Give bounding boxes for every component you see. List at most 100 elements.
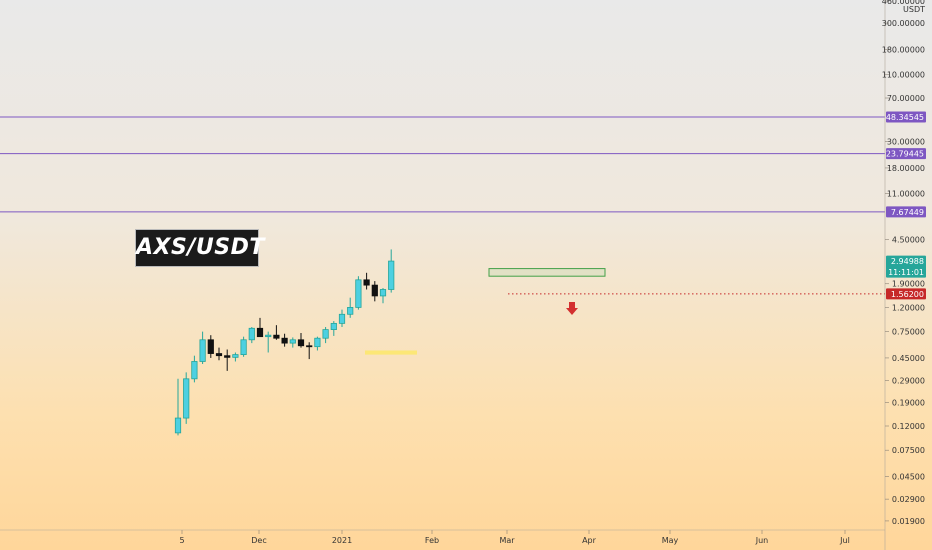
candle-body-up	[265, 334, 272, 338]
time-tick-label: Jun	[755, 536, 769, 545]
price-tick-label: 1.90000	[892, 280, 925, 289]
candle-countdown-label: 11:11:01	[888, 268, 924, 277]
candle[interactable]	[224, 349, 231, 371]
candles-layer	[174, 249, 395, 436]
candle-body-up	[191, 361, 198, 380]
candle-body-down	[281, 337, 288, 344]
candle[interactable]	[191, 355, 198, 383]
candle[interactable]	[174, 378, 182, 436]
candle[interactable]	[297, 333, 305, 348]
price-tick-label: 70.00000	[887, 94, 925, 103]
candle[interactable]	[314, 336, 321, 351]
arrow-layer	[566, 302, 578, 315]
candle-body-down	[306, 345, 313, 348]
candle[interactable]	[388, 249, 395, 293]
candle-body-up	[379, 289, 387, 297]
level-price-label: 48.34545	[886, 113, 924, 122]
candle[interactable]	[379, 287, 387, 304]
level-price-badge	[886, 111, 926, 123]
price-tick-label: 180.00000	[882, 45, 925, 54]
candle-body-up	[183, 378, 190, 419]
level-price-label: 23.79445	[886, 150, 924, 159]
candle[interactable]	[338, 309, 346, 328]
time-axis[interactable]: 5 Dec 2021 Feb Mar Apr May Jun Jul	[0, 529, 885, 545]
price-tick-label: 0.29000	[892, 377, 925, 386]
price-tick-label: 4.50000	[892, 235, 925, 244]
level-price-label: 7.67449	[891, 208, 924, 217]
price-tick-label: 0.01900	[892, 517, 925, 526]
candle[interactable]	[232, 352, 239, 362]
time-tick-label: Apr	[582, 536, 597, 545]
chart-title: AXS/USDT	[135, 229, 264, 267]
candle[interactable]	[248, 327, 255, 344]
level-price-badge	[886, 206, 926, 218]
time-tick-label: May	[662, 536, 679, 545]
candle-body-down	[207, 339, 214, 354]
candle-body-up	[322, 329, 329, 339]
current-price-label: 2.94988	[891, 257, 924, 266]
candle-body-down	[273, 334, 280, 339]
candle-body-up	[232, 354, 239, 358]
candle-body-up	[355, 279, 362, 308]
candle-body-up	[338, 313, 346, 324]
candle-body-down	[297, 339, 305, 347]
price-tick-label: 300.00000	[882, 19, 925, 28]
time-tick-label: Feb	[425, 536, 439, 545]
candle[interactable]	[207, 335, 214, 358]
candle[interactable]	[240, 336, 247, 357]
candle-body-down	[224, 355, 231, 358]
candle[interactable]	[273, 325, 280, 340]
candle[interactable]	[183, 372, 190, 424]
candle[interactable]	[355, 276, 362, 310]
highlight-zone-box[interactable]	[365, 350, 417, 355]
candle[interactable]	[363, 272, 370, 290]
time-tick-label: Dec	[251, 536, 266, 545]
price-tick-label: 0.02900	[892, 495, 925, 504]
candle[interactable]	[371, 281, 378, 302]
price-tick-label: 0.19000	[892, 398, 925, 407]
candle[interactable]	[256, 317, 264, 338]
candle-body-up	[347, 307, 354, 315]
candle[interactable]	[289, 337, 296, 348]
time-tick-label: 2021	[332, 536, 352, 545]
price-tick-label: 110.00000	[882, 71, 925, 80]
candle-body-up	[388, 260, 395, 290]
price-tick-label: 0.04500	[892, 473, 925, 482]
candle-body-down	[256, 327, 264, 338]
price-tick-label: 0.07500	[892, 446, 925, 455]
price-tick-label: 30.00000	[887, 138, 925, 147]
candle[interactable]	[306, 342, 313, 360]
candle[interactable]	[215, 347, 223, 361]
candle[interactable]	[265, 331, 272, 353]
time-tick-label: Mar	[499, 536, 515, 545]
candle-body-down	[215, 353, 223, 357]
price-tick-label: 0.45000	[892, 354, 925, 363]
candle[interactable]	[330, 321, 337, 336]
price-tick-label: 18.00000	[887, 164, 925, 173]
support-zone-box[interactable]	[488, 268, 606, 277]
candle-body-up	[174, 417, 182, 434]
price-tick-label: 11.00000	[887, 189, 925, 198]
candle-body-up	[240, 339, 247, 356]
price-axis[interactable]: USDT 460.00000 300.00000 180.00000 110.0000…	[882, 0, 932, 550]
down-arrow-icon[interactable]	[566, 302, 578, 315]
support-price-badge	[886, 288, 926, 300]
candle[interactable]	[347, 297, 354, 318]
support-price-label: 1.56200	[891, 290, 924, 299]
zones-layer	[365, 268, 606, 355]
price-axis-unit: USDT	[903, 5, 925, 14]
time-tick-label: 5	[179, 536, 184, 545]
price-tick-label: 0.75000	[892, 328, 925, 337]
price-tick-label: 460.00000	[882, 0, 925, 6]
candle[interactable]	[199, 331, 206, 364]
candle[interactable]	[322, 327, 329, 344]
candle-body-down	[363, 279, 370, 286]
price-tick-label: 0.12000	[892, 422, 925, 431]
candle[interactable]	[281, 333, 288, 347]
candle-body-up	[248, 327, 255, 341]
time-tick-label: Jul	[839, 536, 850, 545]
candle-body-up	[199, 339, 206, 362]
levels-layer	[0, 116, 885, 295]
current-price-badge	[886, 255, 926, 278]
candle-body-up	[289, 339, 296, 344]
